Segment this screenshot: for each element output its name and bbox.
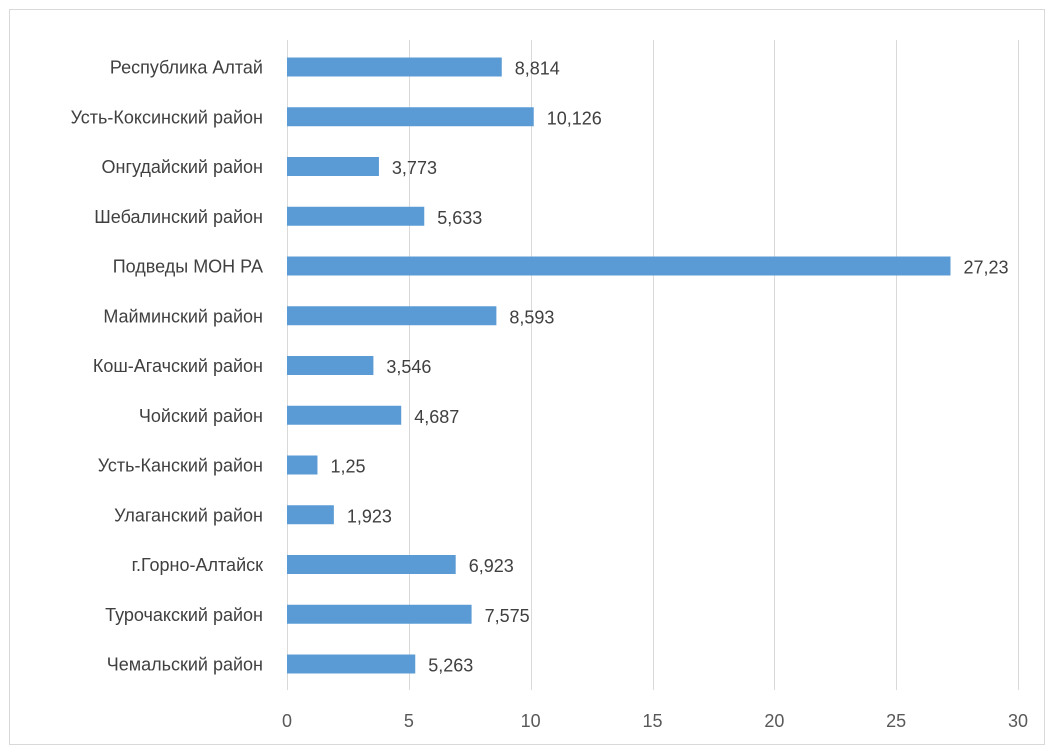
data-label: 3,546 [386,357,431,377]
bar [287,306,497,326]
category-label: Чойский район [139,406,263,426]
category-label: Усть-Коксинский район [71,107,263,127]
x-tick-label: 25 [886,711,906,731]
data-label: 8,814 [515,59,560,79]
data-label: 5,633 [437,208,482,228]
data-label: 4,687 [414,407,459,427]
category-label: Майминский район [103,306,263,326]
category-label: Онгудайский район [102,157,264,177]
data-label: 27,23 [964,258,1009,278]
bar [287,356,374,375]
bar [287,256,951,276]
data-label: 5,263 [428,656,473,676]
bar [287,57,502,77]
data-label: 6,923 [469,556,514,576]
category-label: Кош-Агачский район [93,356,263,376]
category-label: Республика Алтай [110,58,263,78]
bar [287,455,318,475]
x-tick-label: 10 [521,711,541,731]
category-label: Шебалинский район [94,207,263,227]
bar [287,157,379,176]
x-tick-label: 15 [642,711,662,731]
bar [287,505,334,525]
bar [287,654,416,674]
category-label: г.Горно-Алтайск [132,555,263,575]
category-label: Чемальский район [107,655,263,675]
data-label: 10,126 [547,108,602,128]
data-label: 7,575 [485,606,530,626]
data-label: 1,923 [347,506,392,526]
data-label: 8,593 [509,307,554,327]
x-tick-label: 30 [1008,711,1028,731]
bar [287,405,402,425]
data-label: 3,773 [392,158,437,178]
category-label: Подведы МОН РА [113,257,263,277]
x-tick-label: 0 [282,711,292,731]
bar [287,206,425,226]
bar [287,555,456,574]
bar [287,107,534,127]
data-label: 1,25 [330,457,365,477]
x-tick-label: 5 [404,711,414,731]
category-label: Усть-Канский район [98,456,263,476]
category-label: Улаганский район [114,505,263,525]
chart-frame [9,9,1045,745]
x-tick-label: 20 [764,711,784,731]
bar [287,604,472,624]
category-label: Турочакский район [105,605,263,625]
